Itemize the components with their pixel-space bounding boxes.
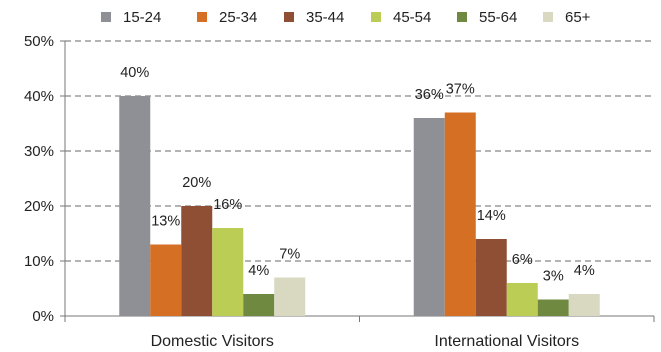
bar bbox=[506, 283, 538, 316]
legend-swatch bbox=[371, 12, 381, 22]
legend-swatch bbox=[284, 12, 294, 22]
bar-value-label: 3% bbox=[543, 269, 564, 285]
bar-value-label: 37% bbox=[446, 82, 475, 98]
bar-value-label: 14% bbox=[477, 208, 506, 224]
legend-label: 65+ bbox=[565, 9, 591, 26]
y-tick-label: 50% bbox=[24, 33, 54, 50]
bar bbox=[475, 239, 507, 316]
bar bbox=[537, 299, 569, 316]
bar bbox=[181, 206, 213, 316]
legend-swatch bbox=[197, 12, 207, 22]
bar bbox=[150, 244, 182, 316]
legend-swatch bbox=[457, 12, 467, 22]
legend-label: 15-24 bbox=[123, 9, 161, 26]
bar-value-label: 4% bbox=[574, 263, 595, 279]
bar-value-label: 6% bbox=[512, 252, 533, 268]
bar bbox=[243, 294, 275, 316]
x-category-label: Domestic Visitors bbox=[151, 333, 274, 350]
bar bbox=[413, 118, 445, 316]
bar-value-label: 36% bbox=[415, 87, 444, 103]
bar bbox=[212, 228, 244, 316]
y-tick-label: 40% bbox=[24, 88, 54, 105]
legend-label: 35-44 bbox=[306, 9, 344, 26]
bar bbox=[274, 277, 306, 316]
legend-swatch bbox=[543, 12, 553, 22]
legend-label: 25-34 bbox=[219, 9, 257, 26]
y-tick-label: 30% bbox=[24, 143, 54, 160]
y-tick-label: 0% bbox=[32, 308, 54, 325]
bar-value-label: 7% bbox=[279, 247, 300, 263]
bar-value-label: 40% bbox=[120, 65, 149, 81]
bar bbox=[568, 294, 600, 316]
bar-value-label: 13% bbox=[151, 214, 180, 230]
y-tick-label: 10% bbox=[24, 253, 54, 270]
x-category-label: International Visitors bbox=[434, 333, 579, 350]
bar-value-label: 20% bbox=[182, 175, 211, 191]
legend-swatch bbox=[101, 12, 111, 22]
bar-value-label: 4% bbox=[248, 263, 269, 279]
bar bbox=[444, 112, 476, 316]
y-tick-label: 20% bbox=[24, 198, 54, 215]
legend-label: 55-64 bbox=[479, 9, 517, 26]
bar-value-label: 16% bbox=[213, 197, 242, 213]
bar bbox=[119, 96, 151, 316]
legend-label: 45-54 bbox=[393, 9, 431, 26]
